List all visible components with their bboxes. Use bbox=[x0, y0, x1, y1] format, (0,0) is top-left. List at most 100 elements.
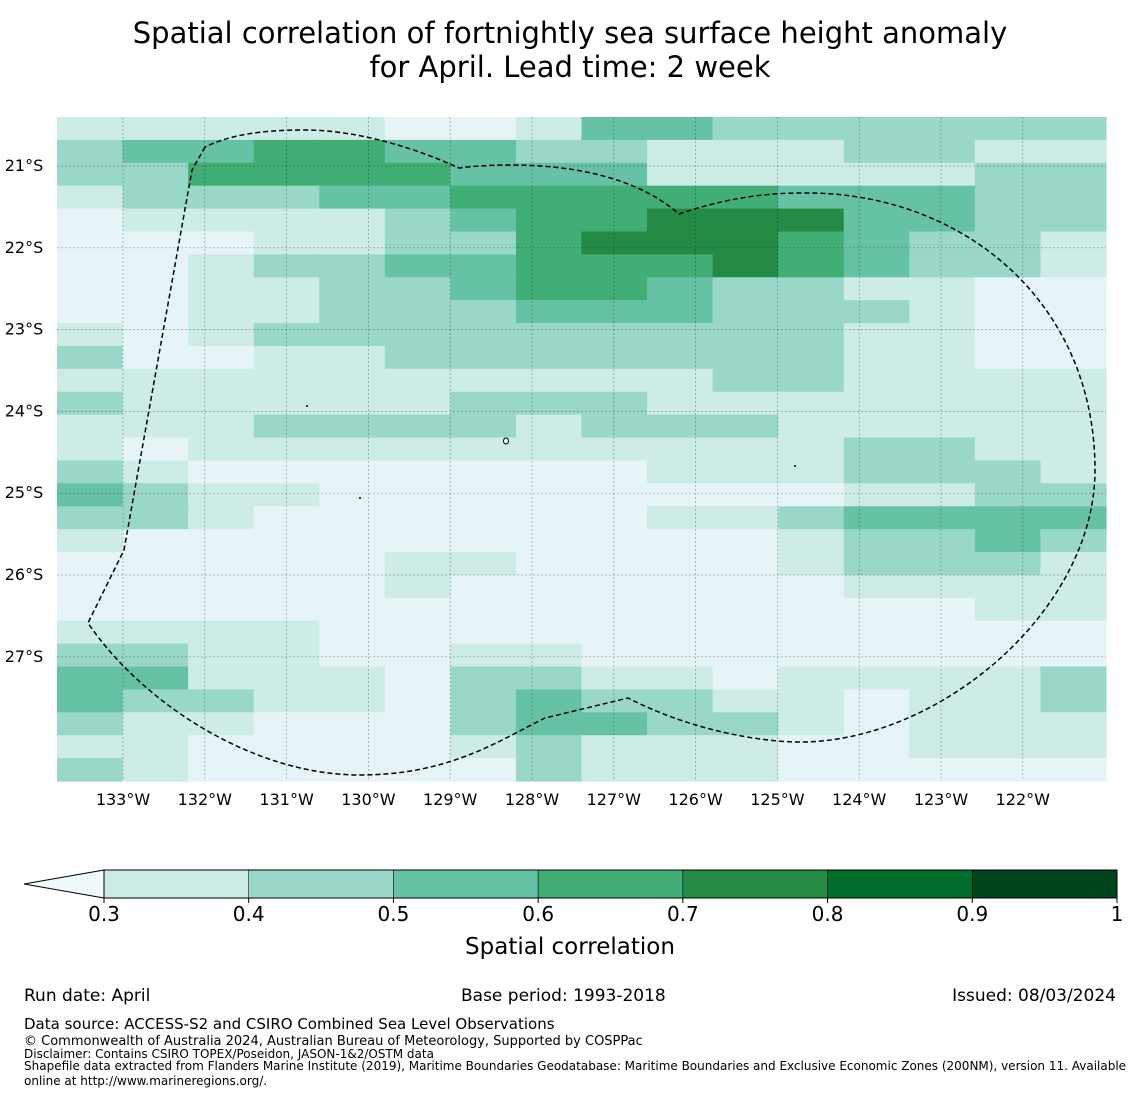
heatmap-cell bbox=[384, 117, 451, 141]
heatmap-cell bbox=[647, 162, 714, 187]
island bbox=[306, 405, 308, 407]
heatmap-cell bbox=[843, 323, 910, 347]
heatmap-cell bbox=[1040, 712, 1107, 736]
heatmap-cell bbox=[778, 414, 845, 439]
heatmap-cell bbox=[1040, 689, 1107, 713]
heatmap-cell bbox=[581, 391, 648, 416]
heatmap-cell bbox=[188, 643, 255, 668]
colorbar-tick-label: 0.3 bbox=[88, 902, 120, 926]
heatmap-cell bbox=[515, 139, 583, 164]
heatmap-cell bbox=[384, 231, 451, 255]
heatmap-cell bbox=[515, 368, 583, 393]
heatmap-cell bbox=[122, 208, 189, 233]
heatmap-cell bbox=[253, 620, 320, 645]
heatmap-cell bbox=[974, 345, 1042, 370]
heatmap-cell bbox=[712, 277, 779, 301]
heatmap-cell bbox=[909, 117, 976, 141]
heatmap-cell bbox=[515, 323, 583, 347]
lon-label: 132°W bbox=[178, 790, 233, 809]
heatmap-cell bbox=[384, 506, 451, 530]
heatmap-cell bbox=[384, 483, 451, 507]
heatmap-cell bbox=[319, 391, 386, 416]
heatmap-cell bbox=[122, 758, 189, 782]
heatmap-cell bbox=[778, 208, 845, 233]
heatmap-cell bbox=[778, 162, 845, 187]
heatmap-cell bbox=[57, 666, 124, 691]
heatmap-cell bbox=[647, 185, 714, 210]
heatmap-cell bbox=[57, 300, 124, 324]
heatmap-cell bbox=[253, 460, 320, 484]
heatmap-cell bbox=[57, 208, 124, 233]
heatmap-cell bbox=[188, 345, 255, 370]
heatmap-cell bbox=[122, 139, 189, 164]
heatmap-cell bbox=[712, 574, 779, 599]
heatmap-cell bbox=[581, 254, 648, 278]
heatmap-cell bbox=[778, 483, 845, 507]
heatmap-cell bbox=[253, 391, 320, 416]
heatmap-cell bbox=[581, 231, 648, 255]
heatmap-cell bbox=[647, 529, 714, 553]
heatmap-cell bbox=[843, 666, 910, 691]
lon-label: 131°W bbox=[259, 790, 314, 809]
heatmap-cell bbox=[319, 552, 386, 576]
shapefile-credit-1: Shapefile data extracted from Flanders M… bbox=[24, 1059, 1127, 1073]
heatmap-cell bbox=[515, 689, 583, 713]
heatmap-cell bbox=[450, 208, 517, 233]
correlation-heatmap bbox=[57, 117, 1107, 782]
heatmap-cell bbox=[319, 460, 386, 484]
heatmap-cell bbox=[843, 208, 910, 233]
heatmap-cell bbox=[712, 643, 779, 668]
heatmap-cell bbox=[253, 666, 320, 691]
heatmap-cell bbox=[581, 552, 648, 576]
heatmap-cell bbox=[57, 689, 124, 713]
heatmap-cell bbox=[384, 185, 451, 210]
data-source: Data source: ACCESS-S2 and CSIRO Combine… bbox=[24, 1015, 555, 1033]
lat-label: 25°S bbox=[5, 483, 44, 502]
heatmap-cell bbox=[253, 208, 320, 233]
heatmap-cell bbox=[515, 185, 583, 210]
heatmap-cell bbox=[647, 712, 714, 736]
heatmap-cell bbox=[974, 231, 1042, 255]
lon-label: 133°W bbox=[96, 790, 151, 809]
heatmap-cell bbox=[712, 323, 779, 347]
heatmap-cell bbox=[384, 574, 451, 599]
heatmap-cell bbox=[778, 735, 845, 759]
colorbar-segment bbox=[827, 869, 973, 899]
heatmap-cell bbox=[515, 231, 583, 255]
heatmap-cell bbox=[778, 666, 845, 691]
heatmap-cell bbox=[778, 552, 845, 576]
heatmap-cell bbox=[778, 437, 845, 462]
heatmap-cell bbox=[253, 597, 320, 622]
heatmap-cell bbox=[843, 620, 910, 645]
heatmap-cell bbox=[319, 758, 386, 782]
heatmap-cell bbox=[319, 597, 386, 622]
heatmap-cell bbox=[843, 483, 910, 507]
heatmap-cell bbox=[581, 117, 648, 141]
heatmap-cell bbox=[974, 277, 1042, 301]
heatmap-cell bbox=[384, 437, 451, 462]
heatmap-cell bbox=[384, 300, 451, 324]
lat-label: 26°S bbox=[5, 565, 44, 584]
colorbar-frame bbox=[103, 869, 1118, 899]
heatmap-cell bbox=[778, 117, 845, 141]
heatmap-cell bbox=[319, 277, 386, 301]
heatmap-cell bbox=[909, 735, 976, 759]
heatmap-cell bbox=[843, 277, 910, 301]
heatmap-cell bbox=[1040, 117, 1107, 141]
heatmap-cell bbox=[253, 162, 320, 187]
heatmap-cell bbox=[450, 460, 517, 484]
heatmap-cell bbox=[974, 552, 1042, 576]
heatmap-cell bbox=[1040, 597, 1107, 622]
run-date: Run date: April bbox=[24, 986, 151, 1006]
heatmap-cell bbox=[450, 345, 517, 370]
heatmap-cell bbox=[253, 643, 320, 668]
heatmap-cell bbox=[647, 368, 714, 393]
heatmap-cell bbox=[188, 208, 255, 233]
heatmap-cell bbox=[188, 300, 255, 324]
heatmap-cell bbox=[253, 437, 320, 462]
latitude-labels: 21°S 22°S 23°S 24°S 25°S 26°S 27°S bbox=[5, 156, 44, 666]
copyright: © Commonwealth of Australia 2024, Austra… bbox=[24, 1034, 643, 1049]
lon-label: 125°W bbox=[750, 790, 805, 809]
heatmap-cell bbox=[1040, 529, 1107, 553]
heatmap-cell bbox=[909, 506, 976, 530]
